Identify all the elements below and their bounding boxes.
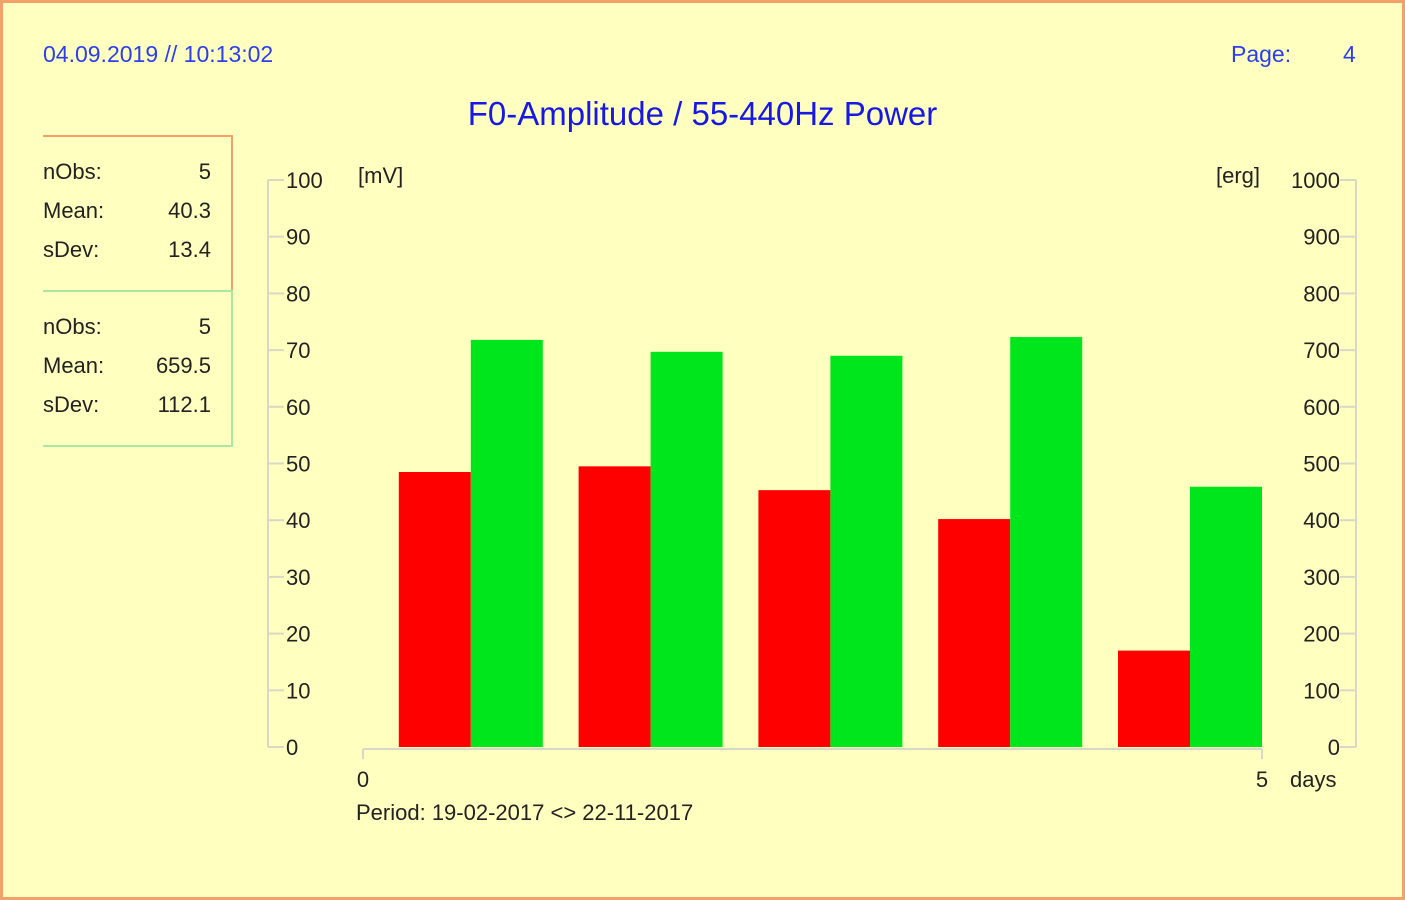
y-left-tick-label: 40 (286, 508, 310, 533)
stat-row: sDev: 112.1 (43, 392, 211, 422)
stat-label: nObs: (43, 314, 102, 339)
y-left-tick-label: 60 (286, 395, 310, 420)
stat-row: nObs: 5 (43, 314, 211, 344)
page-number: 4 (1343, 41, 1356, 67)
stat-value: 659.5 (155, 353, 211, 378)
stat-label: nObs: (43, 159, 102, 184)
y-left-tick-label: 30 (286, 565, 310, 590)
stat-label: sDev: (43, 237, 100, 262)
y-left-tick-label: 80 (286, 281, 310, 306)
y-left-tick-label: 0 (286, 735, 298, 760)
y-right-tick-label: 900 (1303, 225, 1340, 250)
timestamp: 04.09.2019 // 10:13:02 (43, 41, 274, 67)
amplitude-bar (758, 490, 831, 747)
power-bar (1190, 486, 1262, 747)
y-axis-left: 0 10 20 30 40 50 60 70 80 90 100 (267, 168, 323, 760)
stat-label: sDev: (43, 392, 100, 417)
y-axis-right: 0 100 200 300 400 500 600 700 800 900 1000 (1291, 168, 1357, 760)
y-right-tick-label: 1000 (1291, 168, 1340, 193)
stats-box-power: nObs: 5 Mean: 659.5 sDev: 112.1 (43, 290, 233, 447)
stat-value: 40.3 (168, 198, 211, 223)
power-bar (830, 355, 903, 747)
stat-value: 112.1 (157, 392, 211, 417)
amplitude-bar (938, 519, 1011, 747)
y-right-tick-label: 400 (1303, 508, 1340, 533)
y-right-tick-label: 600 (1303, 395, 1340, 420)
power-bar (470, 339, 543, 747)
power-bar (650, 351, 723, 747)
power-bar (1010, 337, 1083, 747)
stat-row: Mean: 659.5 (43, 353, 211, 383)
y-right-tick-label: 800 (1303, 281, 1340, 306)
stat-value: 13.4 (168, 237, 211, 262)
y-left-tick-label: 20 (286, 622, 310, 647)
y-right-tick-label: 300 (1303, 565, 1340, 590)
stat-label: Mean: (43, 198, 105, 223)
y-left-tick-label: 90 (286, 225, 310, 250)
y-right-tick-label: 700 (1303, 338, 1340, 363)
stat-row: sDev: 13.4 (43, 237, 211, 267)
page-label: Page: (1231, 41, 1292, 67)
x-axis (362, 748, 1263, 759)
y-left-unit-label: [mV] (358, 163, 403, 188)
y-left-tick-label: 10 (286, 678, 310, 703)
amplitude-bar (578, 466, 651, 747)
y-left-tick-label: 100 (286, 168, 323, 193)
x-unit-label: days (1290, 767, 1336, 792)
x-min-label: 0 (357, 767, 369, 792)
amplitude-bar (398, 472, 471, 747)
x-max-label: 5 (1256, 767, 1268, 792)
y-right-tick-label: 0 (1328, 735, 1340, 760)
stat-value: 5 (198, 159, 211, 184)
y-right-tick-label: 100 (1303, 678, 1340, 703)
y-right-unit-label: [erg] (1216, 163, 1260, 188)
amplitude-bar (1118, 650, 1190, 747)
stat-row: Mean: 40.3 (43, 198, 211, 228)
period-label: Period: 19-02-2017 <> 22-11-2017 (356, 800, 693, 825)
stats-box-amplitude: nObs: 5 Mean: 40.3 sDev: 13.4 (43, 135, 233, 292)
stat-label: Mean: (43, 353, 105, 378)
y-right-tick-label: 200 (1303, 622, 1340, 647)
bars (398, 337, 1262, 747)
y-left-tick-label: 70 (286, 338, 310, 363)
stat-value: 5 (198, 314, 211, 339)
stat-row: nObs: 5 (43, 159, 211, 189)
chart-title: F0-Amplitude / 55-440Hz Power (467, 95, 938, 132)
y-right-tick-label: 500 (1303, 452, 1340, 477)
y-left-tick-label: 50 (286, 452, 310, 477)
